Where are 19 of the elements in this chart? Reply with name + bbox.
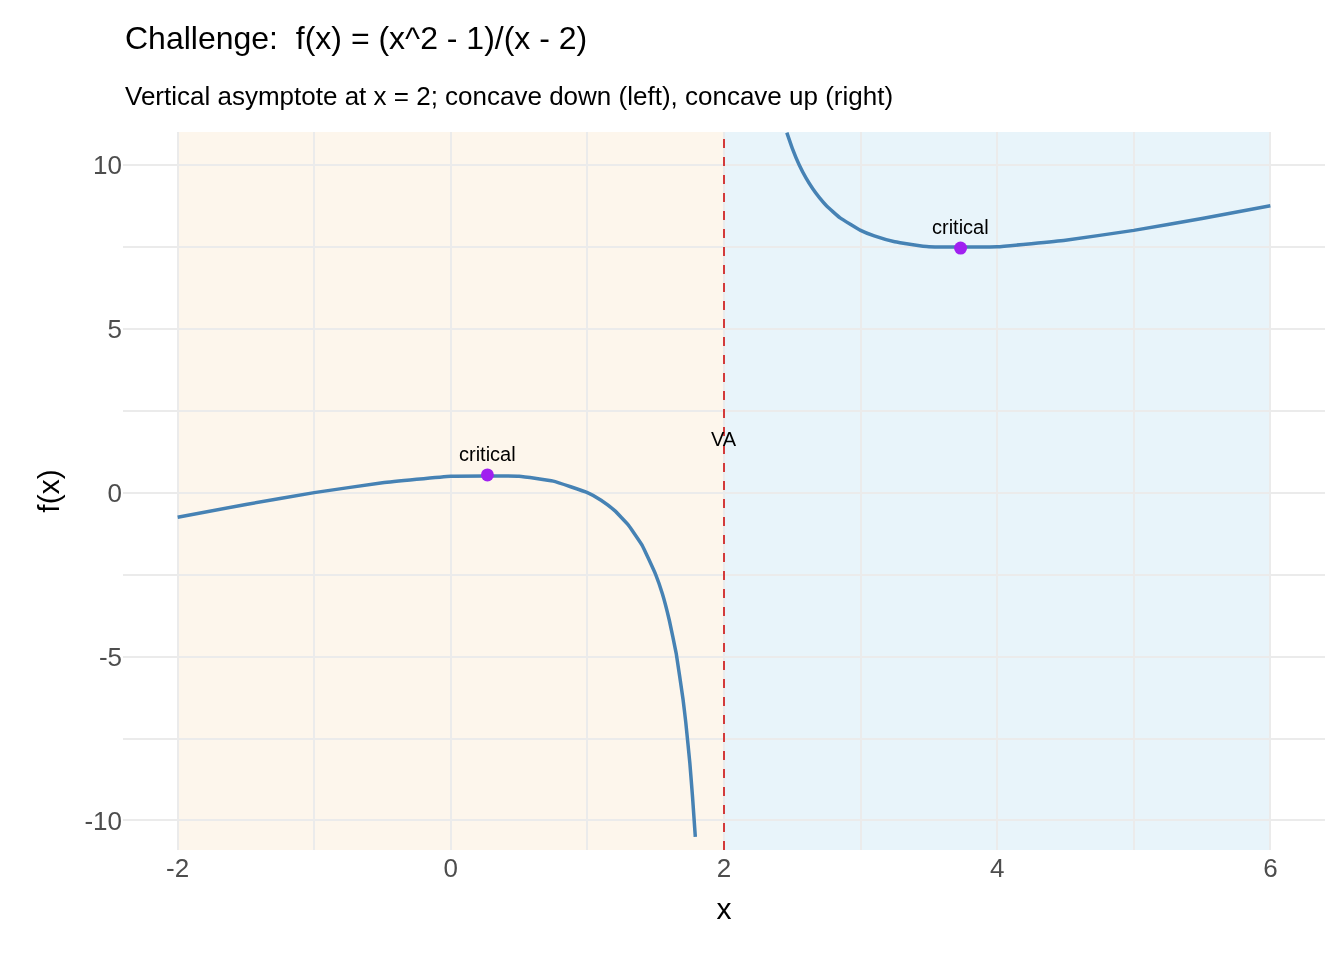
line-series [175, 474, 698, 839]
y-tick-label: 0 [107, 477, 122, 508]
y-axis-title: f(x) [32, 469, 66, 513]
x-tick-label: 0 [443, 853, 459, 883]
y-tick-label: 5 [107, 313, 122, 344]
chart-subtitle: Vertical asymptote at x = 2; concave down (left), concave up (right) [125, 81, 894, 111]
chart-title: Challenge: f(x) = (x^2 - 1)/(x - 2) [125, 20, 588, 56]
line-series [785, 132, 1273, 249]
y-tick-label: 10 [93, 149, 122, 180]
x-tick-label: 2 [716, 853, 732, 883]
annotation: VA [711, 428, 737, 450]
x-tick-label: -2 [166, 853, 190, 883]
x-axis-title: x [716, 891, 732, 925]
annotation: critical [459, 443, 516, 465]
y-tick-label: -5 [98, 641, 122, 672]
y-tick-label: -10 [84, 805, 122, 836]
x-tick-label: 4 [989, 853, 1005, 883]
annotation: critical [932, 216, 989, 238]
x-tick-label: 6 [1263, 853, 1278, 883]
